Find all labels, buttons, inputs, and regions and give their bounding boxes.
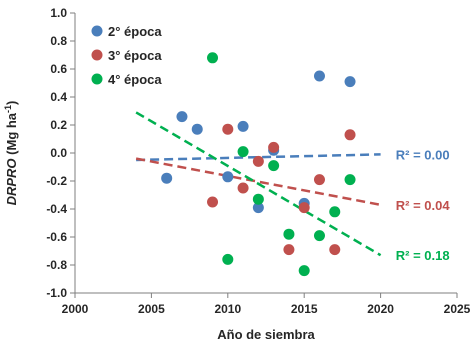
data-point-series-2: [313, 70, 325, 82]
data-points: [161, 52, 356, 277]
y-tick-label: -1.0: [46, 286, 67, 300]
y-axis-title-unit: (Mg ha: [4, 112, 19, 158]
data-point-series-3: [268, 141, 280, 153]
y-axis-title: DRPRO (Mg ha-1): [3, 101, 19, 206]
x-tick-label: 2000: [62, 302, 89, 316]
trend-line-series-2: [136, 153, 381, 162]
y-axis-title-main: DRPRO: [4, 158, 19, 205]
y-tick-label: -0.6: [46, 230, 67, 244]
x-tick-label: 2025: [444, 302, 471, 316]
y-tick-label: 0.0: [50, 146, 67, 160]
data-point-series-4: [344, 174, 356, 186]
x-tick-label: 2020: [367, 302, 394, 316]
data-point-series-3: [207, 196, 219, 208]
legend: 2° época 3° época 4° época: [91, 24, 162, 87]
data-point-series-2: [176, 111, 188, 123]
data-point-series-3: [237, 182, 249, 194]
data-point-series-4: [222, 253, 234, 265]
axes: -1.0 -0.8 -0.6 -0.4 -0.2 0.0 0.2 0.4 0.6 0.8 1.0 20…: [46, 6, 470, 316]
y-tick-label: 0.8: [50, 34, 67, 48]
r2-label-series-4: R² = 0.18: [396, 248, 450, 263]
data-point-series-4: [207, 52, 219, 64]
legend-marker: [91, 25, 103, 37]
data-point-series-3: [298, 202, 310, 214]
y-axis-title-superscript: -1: [3, 105, 13, 113]
y-tick-label: -0.4: [46, 202, 67, 216]
y-axis-title-close: ): [4, 101, 19, 105]
data-point-series-2: [161, 172, 173, 184]
data-point-series-4: [283, 228, 295, 240]
x-axis-title: Año de siembra: [217, 327, 315, 342]
x-tick-label: 2010: [214, 302, 241, 316]
data-point-series-2: [222, 171, 234, 183]
data-point-series-2: [191, 123, 203, 135]
data-point-series-3: [283, 244, 295, 256]
data-point-series-4: [313, 230, 325, 242]
data-point-series-3: [252, 155, 264, 167]
data-point-series-3: [222, 123, 234, 135]
data-point-series-4: [298, 265, 310, 277]
x-tick-label: 2015: [291, 302, 318, 316]
data-point-series-4: [237, 146, 249, 158]
data-point-series-2: [344, 76, 356, 88]
y-tick-label: 0.4: [50, 90, 67, 104]
trend-line-series-4: [135, 111, 382, 257]
y-tick-label: 0.2: [50, 118, 67, 132]
y-tick-label: 0.6: [50, 62, 67, 76]
data-point-series-4: [252, 193, 264, 205]
legend-marker: [91, 49, 103, 61]
data-point-series-2: [252, 202, 264, 214]
y-tick-label: 1.0: [50, 6, 67, 20]
legend-marker: [91, 73, 103, 85]
data-point-series-4: [268, 160, 280, 172]
data-point-series-3: [313, 174, 325, 186]
trend-lines: [135, 111, 382, 257]
data-point-series-4: [329, 206, 341, 218]
y-tick-label: -0.8: [46, 258, 67, 272]
legend-label: 2° época: [108, 24, 162, 39]
r2-label-series-2: R² = 0.00: [396, 147, 450, 162]
legend-label: 4° época: [108, 72, 162, 87]
y-tick-label: -0.2: [46, 174, 67, 188]
data-point-series-3: [344, 129, 356, 141]
r2-labels: R² = 0.00 R² = 0.04 R² = 0.18: [396, 147, 451, 263]
data-point-series-3: [329, 244, 341, 256]
x-tick-label: 2005: [138, 302, 165, 316]
data-point-series-2: [237, 120, 249, 132]
r2-label-series-3: R² = 0.04: [396, 198, 451, 213]
legend-label: 3° época: [108, 48, 162, 63]
